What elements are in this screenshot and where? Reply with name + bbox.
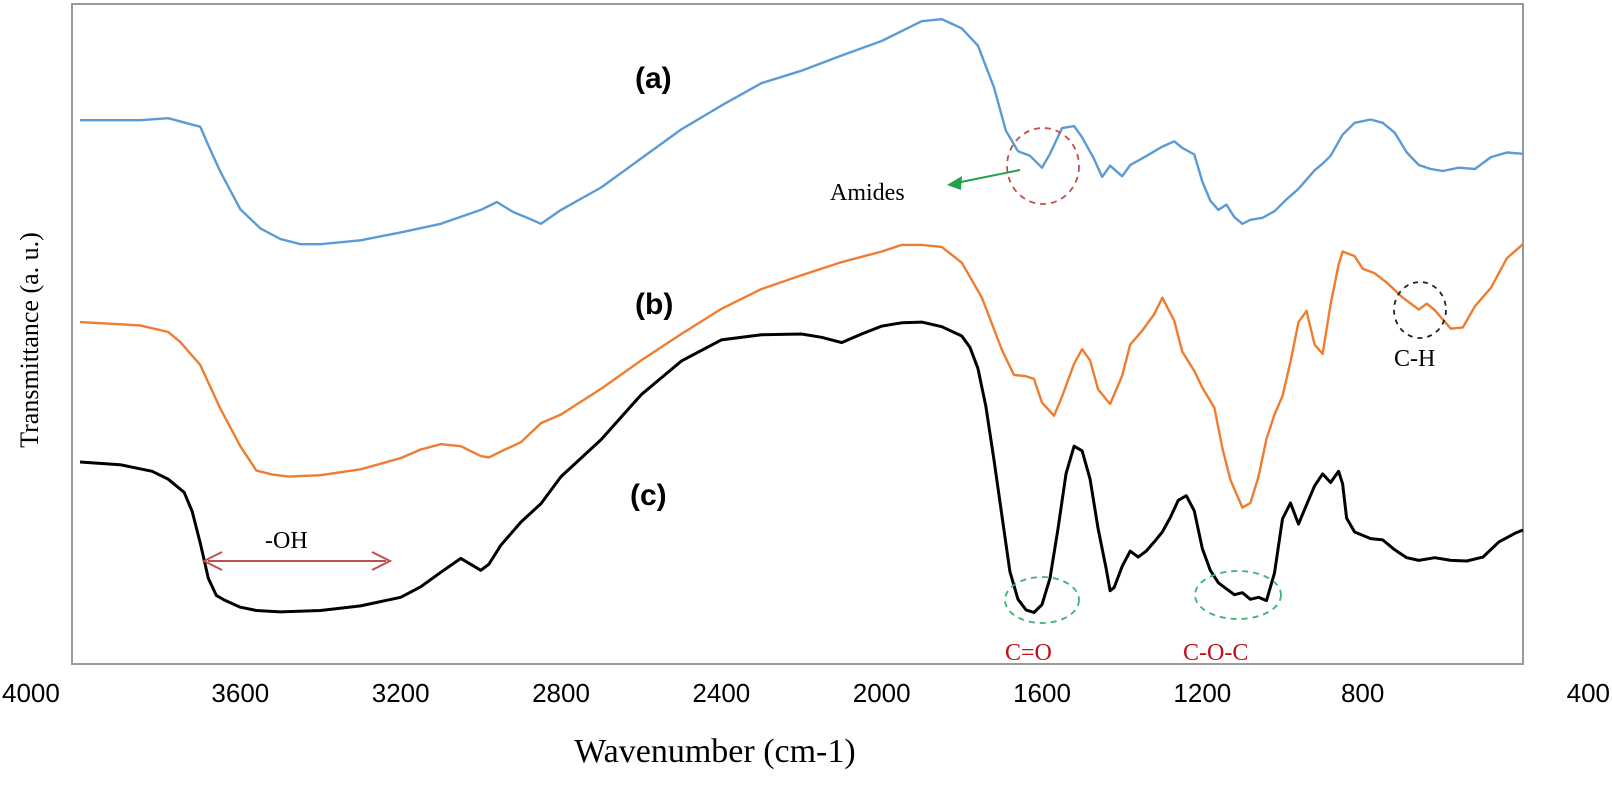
- amides-circle: [1006, 127, 1080, 205]
- series-c-line: [79, 320, 1524, 614]
- co-label: C=O: [1005, 640, 1052, 666]
- x-tick-label: 4000: [2, 678, 60, 708]
- x-tick-label: 800: [1341, 678, 1384, 708]
- x-tick-label: 2000: [853, 678, 911, 708]
- x-tick-label: 1600: [1013, 678, 1071, 708]
- plot-frame: [71, 3, 1524, 665]
- amides-arrowhead: [947, 176, 962, 190]
- ch-label: C-H: [1394, 346, 1435, 372]
- x-tick-label: 3200: [372, 678, 430, 708]
- x-tick-label: 3600: [211, 678, 269, 708]
- co-ellipse: [1004, 576, 1080, 624]
- amides-label: Amides: [830, 180, 905, 206]
- ch-circle: [1393, 281, 1447, 339]
- x-tick-labels: 4000 3600 3200 2800 2400 2000 1600 1200 800 400: [2, 678, 1610, 708]
- amides-arrow: [955, 169, 1021, 184]
- x-tick-label: 400: [1567, 678, 1610, 708]
- x-tick-label: 1200: [1173, 678, 1231, 708]
- coc-ellipse: [1194, 570, 1282, 620]
- series-b-line: [79, 243, 1524, 509]
- oh-label: -OH: [265, 528, 308, 554]
- series-a-label: (a): [635, 62, 672, 95]
- x-tick-label: 2400: [692, 678, 750, 708]
- oh-arrowhead-left: [201, 551, 223, 571]
- x-axis-title: Wavenumber (cm-1): [574, 733, 855, 770]
- series-b-label: (b): [635, 288, 673, 321]
- series-a-line: [80, 18, 1524, 246]
- oh-arrowhead-right: [371, 551, 393, 571]
- x-tick-label: 2800: [532, 678, 590, 708]
- coc-label: C-O-C: [1183, 640, 1248, 666]
- series-c-label: (c): [630, 479, 667, 512]
- y-axis-title: Transmittance (a. u.): [15, 232, 44, 448]
